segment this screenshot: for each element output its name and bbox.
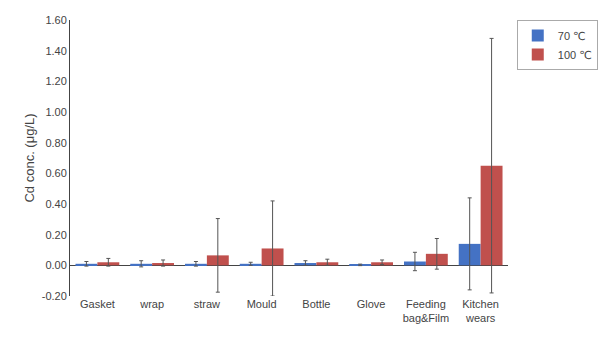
svg-text:wrap: wrap: [139, 298, 164, 310]
svg-text:Cd conc. (μg/L): Cd conc. (μg/L): [22, 113, 37, 202]
svg-text:0.20: 0.20: [45, 229, 66, 241]
svg-text:0.60: 0.60: [45, 167, 66, 179]
svg-text:Kitchenwears: Kitchenwears: [462, 298, 499, 324]
svg-text:1.60: 1.60: [45, 14, 66, 26]
svg-text:1.00: 1.00: [45, 106, 66, 118]
svg-text:Bottle: Bottle: [302, 298, 330, 310]
svg-text:0.80: 0.80: [45, 137, 66, 149]
svg-text:Gasket: Gasket: [80, 298, 115, 310]
svg-text:0.00: 0.00: [45, 259, 66, 271]
svg-text:straw: straw: [194, 298, 220, 310]
svg-text:100 ℃: 100 ℃: [558, 49, 592, 61]
svg-text:70 ℃: 70 ℃: [558, 30, 586, 42]
svg-text:0.40: 0.40: [45, 198, 66, 210]
svg-text:Mould: Mould: [247, 298, 277, 310]
svg-text:-0.20: -0.20: [42, 290, 67, 302]
svg-text:1.20: 1.20: [45, 75, 66, 87]
svg-text:1.40: 1.40: [45, 45, 66, 57]
svg-text:Glove: Glove: [357, 298, 386, 310]
svg-text:Feedingbag&Film: Feedingbag&Film: [403, 298, 449, 324]
